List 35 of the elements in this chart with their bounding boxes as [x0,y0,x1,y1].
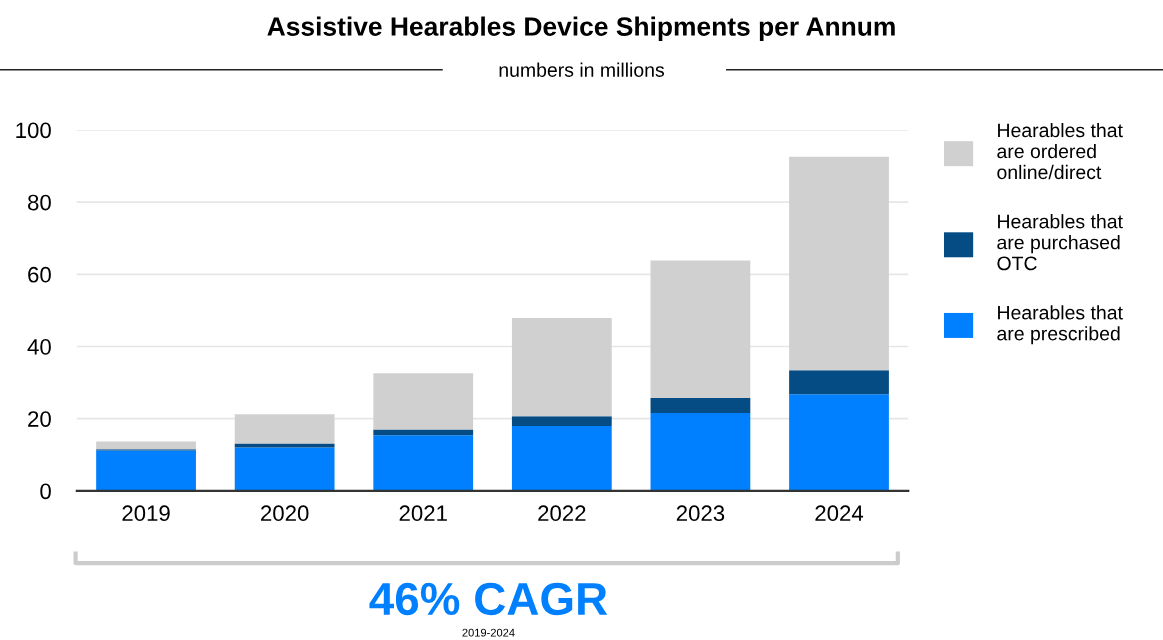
bar [650,398,751,413]
text: 46% CAGR [369,582,608,616]
y-tick-label: 60 [28,266,51,283]
y-tick-label: 100 [16,122,51,139]
bar [789,394,889,491]
chart-subtitle: numbers in millions [499,62,665,77]
bar [234,447,335,491]
bar [234,414,335,444]
bar [789,156,889,371]
x-tick-label: 2020 [261,505,309,522]
y-tick-label: 80 [28,194,51,211]
text: 2019-2024 [462,628,515,637]
legend-label: Hearables that are purchased OTC [997,214,1123,271]
bar [511,317,612,417]
legend-label: Hearables that are ordered online/direct [997,122,1123,180]
bar [511,416,612,426]
chart-title: Assistive Hearables Device Shipments per Annum [267,16,895,42]
bar [511,425,612,491]
x-tick-label: 2019 [122,505,170,522]
bar [234,443,335,448]
bar [373,435,474,491]
x-tick-label: 2022 [538,505,586,522]
bar [96,441,196,450]
bar [650,260,751,399]
y-tick-label: 40 [27,339,51,355]
bar [373,373,474,430]
bar [789,370,889,395]
bar [96,450,196,491]
bar [650,412,751,491]
x-tick-label: 2024 [815,505,864,522]
y-tick-label: 20 [28,411,51,427]
x-tick-label: 2021 [399,505,447,522]
y-tick-label: 0 [40,483,51,500]
x-tick-label: 2023 [676,505,725,522]
legend-label: Hearables that are prescribed [997,305,1123,345]
